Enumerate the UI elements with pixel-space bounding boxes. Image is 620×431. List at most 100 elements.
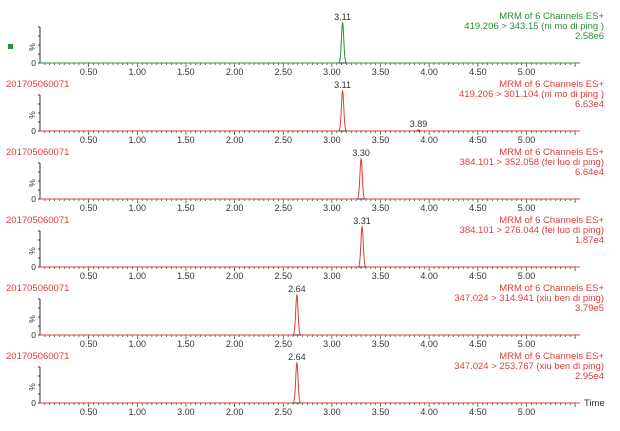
x-tick-label: 1.00: [129, 203, 147, 213]
x-tick-label: 3.50: [372, 203, 390, 213]
peak-label: 2.64: [288, 284, 306, 294]
panel-transition: 347.024 > 253.767 (xiu ben di ping): [454, 361, 604, 372]
x-tick-label: 3.00: [323, 407, 341, 417]
peak-label: 3.11: [334, 80, 351, 90]
x-tick-label: 1.00: [129, 339, 147, 349]
panel-transition: 384.101 > 276.044 (fei luo di ping): [460, 225, 604, 236]
x-tick-label: 1.50: [177, 203, 195, 213]
panel-transition: 384.101 > 352.058 (fei luo di ping): [460, 157, 604, 168]
x-tick-label: 3.50: [372, 67, 390, 77]
x-tick-label: 2.50: [274, 339, 292, 349]
x-tick-label: 0.50: [80, 407, 98, 417]
chromatogram-trace: [40, 89, 580, 132]
x-tick-label: 3.00: [177, 407, 195, 417]
panel-intensity: 1.87e4: [575, 235, 604, 246]
x-tick-label: 1.00: [129, 271, 147, 281]
y-axis-label: %: [27, 111, 37, 119]
panel-intensity: 6.64e4: [575, 167, 604, 178]
x-tick-label: 3.00: [323, 203, 341, 213]
x-tick-label: 0.50: [80, 339, 98, 349]
y-tick-label: 0: [31, 58, 36, 68]
panel-transition: 419.206 > 301.104 (ni mo di ping ): [459, 89, 604, 100]
panel-sample-name: 201705060071: [6, 351, 69, 362]
panel-transition: 347.024 > 314.941 (xiu ben di ping): [454, 293, 604, 304]
x-tick-label: 3.50: [372, 135, 390, 145]
x-tick-label: 4.50: [469, 339, 487, 349]
x-tick-label: 1.00: [129, 407, 147, 417]
x-tick-label: 4.00: [420, 271, 438, 281]
panel-header: MRM of 6 Channels ES+: [499, 79, 604, 90]
x-tick-label: 2.00: [226, 67, 244, 77]
panel-sample-name: 201705060071: [6, 147, 69, 158]
x-tick-label: 4.00: [420, 67, 438, 77]
peak-label: 3.11: [334, 12, 351, 22]
x-tick-label: 2.00: [226, 339, 244, 349]
x-tick-label: 2.50: [274, 203, 292, 213]
chromatogram-trace: [40, 225, 580, 268]
x-tick-label: 3.00: [323, 271, 341, 281]
x-tick-label: 1.50: [177, 271, 195, 281]
x-tick-label: 3.50: [372, 407, 390, 417]
peak-label: 3.30: [352, 148, 370, 158]
x-tick-label: 3.00: [323, 67, 341, 77]
x-tick-label: 4.50: [469, 407, 487, 417]
x-tick-label: 3.50: [372, 271, 390, 281]
x-tick-label: 4.00: [420, 407, 438, 417]
x-tick-label: 5.00: [518, 339, 536, 349]
chromatogram-trace: [40, 21, 580, 64]
panel-header: MRM of 6 Channels ES+: [499, 283, 604, 294]
x-tick-label: 1.50: [177, 67, 195, 77]
panel-header: MRM of 6 Channels ES+: [499, 351, 604, 362]
panel-intensity: 2.58e6: [575, 31, 604, 42]
y-tick-label: 0: [31, 398, 36, 408]
y-axis-label: %: [27, 179, 37, 187]
x-tick-label: 1.00: [129, 135, 147, 145]
x-tick-label: 3.50: [372, 339, 390, 349]
x-tick-label: 1.50: [177, 339, 195, 349]
x-tick-label: 0.50: [80, 203, 98, 213]
x-tick-label: 4.50: [469, 203, 487, 213]
x-tick-label: 3.00: [323, 135, 341, 145]
x-tick-label: 5.00: [518, 135, 536, 145]
y-tick-label: 0: [31, 126, 36, 136]
x-tick-label: 1.00: [129, 67, 147, 77]
x-tick-label: 5.00: [518, 271, 536, 281]
x-tick-label: 5.00: [518, 203, 536, 213]
x-tick-label: 2.50: [274, 67, 292, 77]
x-tick-label: 1.50: [177, 135, 195, 145]
panel-intensity: 6.63e4: [575, 99, 604, 110]
panel-header: MRM of 6 Channels ES+: [499, 215, 604, 226]
x-tick-label: 2.00: [226, 407, 244, 417]
x-tick-label: 5.00: [518, 407, 536, 417]
x-tick-label: 4.00: [420, 203, 438, 213]
chromatogram-trace: [40, 157, 580, 200]
x-tick-label: 4.50: [469, 67, 487, 77]
chromatogram-trace: [40, 361, 580, 404]
x-tick-label: 0.50: [80, 135, 98, 145]
panel-transition: 419.206 > 343.15 (ni mo di ping ): [464, 21, 604, 32]
panel-intensity: 3.79e5: [575, 303, 604, 314]
panel-sample-name: 201705060071: [6, 79, 69, 90]
panel-header: MRM of 6 Channels ES+: [499, 147, 604, 158]
x-tick-label: 2.50: [274, 407, 292, 417]
x-tick-label: 4.50: [469, 135, 487, 145]
x-tick-label: 2.00: [226, 135, 244, 145]
y-tick-label: 0: [31, 330, 36, 340]
y-axis-label: %: [27, 247, 37, 255]
x-tick-label: 0.50: [80, 67, 98, 77]
x-tick-label: 2.50: [274, 271, 292, 281]
y-axis-label: %: [27, 383, 37, 391]
x-tick-label: 4.00: [420, 339, 438, 349]
peak-label: 3.89: [410, 119, 428, 129]
x-tick-label: 3.00: [323, 339, 341, 349]
y-axis-label: %: [27, 43, 37, 51]
x-tick-label: 4.00: [420, 135, 438, 145]
peak-label: 3.31: [353, 216, 371, 226]
panel-header: MRM of 6 Channels ES+: [499, 11, 604, 22]
y-tick-label: 0: [31, 262, 36, 272]
panel-sample-name: 201705060071: [6, 283, 69, 294]
x-tick-label: 0.50: [80, 271, 98, 281]
peak-label: 2.64: [288, 352, 306, 362]
